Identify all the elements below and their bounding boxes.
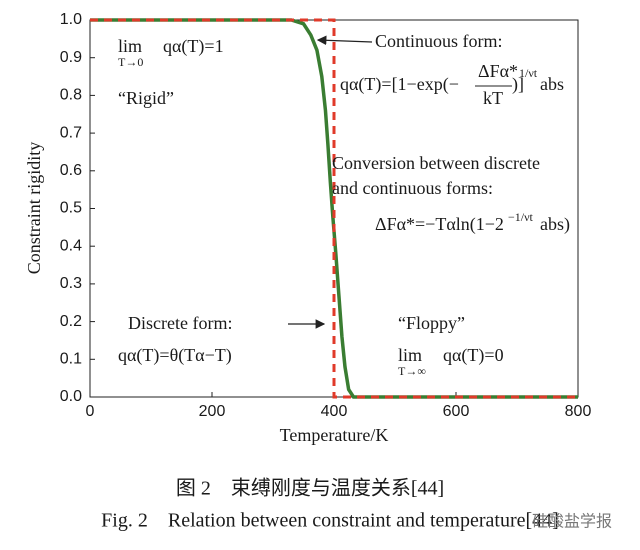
y-tick-label: 0.8 bbox=[60, 87, 82, 104]
x-tick-label: 800 bbox=[565, 403, 592, 420]
x-tick-label: 600 bbox=[443, 403, 470, 420]
annotation: )] bbox=[512, 74, 524, 95]
annotation: ΔFα*=−Tαln(1−2 bbox=[375, 214, 504, 235]
annotation: qα(T)=θ(Tα−T) bbox=[118, 345, 232, 366]
annotation: ΔFα* bbox=[478, 61, 518, 81]
annotation: T→0 bbox=[118, 55, 143, 69]
caption-en: Fig. 2 Relation between constraint and t… bbox=[101, 510, 559, 532]
x-tick-label: 200 bbox=[199, 403, 226, 420]
caption-cn: 图 2 束缚刚度与温度关系[44] bbox=[176, 477, 444, 500]
annotation: qα(T)=0 bbox=[443, 345, 504, 366]
series-line bbox=[90, 18, 578, 399]
y-tick-label: 0.3 bbox=[60, 275, 82, 292]
y-tick-label: 0.4 bbox=[60, 237, 82, 254]
annotation: Conversion between discrete bbox=[332, 153, 540, 173]
series-line bbox=[90, 18, 578, 399]
annotation: T→∞ bbox=[398, 364, 426, 378]
arrow bbox=[316, 35, 373, 46]
annotation: “Floppy” bbox=[398, 313, 465, 333]
y-tick-label: 0.6 bbox=[60, 162, 82, 179]
y-tick-label: 0.0 bbox=[60, 388, 82, 405]
annotation: Discrete form: bbox=[128, 313, 232, 333]
annotation: kT bbox=[483, 88, 503, 108]
y-tick-label: 0.2 bbox=[60, 313, 82, 330]
y-tick-label: 0.1 bbox=[60, 351, 82, 368]
y-axis-label: Constraint rigidity bbox=[24, 142, 44, 275]
annotation: Continuous form: bbox=[375, 31, 503, 51]
annotation: lim bbox=[118, 36, 142, 56]
y-tick-label: 0.5 bbox=[60, 200, 82, 217]
annotation: abs bbox=[540, 74, 564, 94]
annotation: 1/νt bbox=[519, 66, 538, 80]
x-tick-label: 400 bbox=[321, 403, 348, 420]
annotation: lim bbox=[398, 345, 422, 365]
x-tick-label: 0 bbox=[86, 403, 95, 420]
y-tick-label: 0.7 bbox=[60, 124, 82, 141]
watermark: 硅酸盐学报 bbox=[532, 512, 612, 531]
annotation: qα(T)=1 bbox=[163, 36, 224, 57]
annotation: qα(T)=[1−exp(− bbox=[340, 74, 459, 95]
annotation: −1/νt bbox=[508, 210, 534, 224]
y-tick-label: 0.9 bbox=[60, 49, 82, 66]
annotation: and continuous forms: bbox=[332, 178, 493, 198]
annotation: “Rigid” bbox=[118, 88, 174, 108]
annotation: abs) bbox=[540, 214, 570, 235]
y-tick-label: 1.0 bbox=[60, 11, 82, 28]
x-axis-label: Temperature/K bbox=[280, 425, 389, 445]
